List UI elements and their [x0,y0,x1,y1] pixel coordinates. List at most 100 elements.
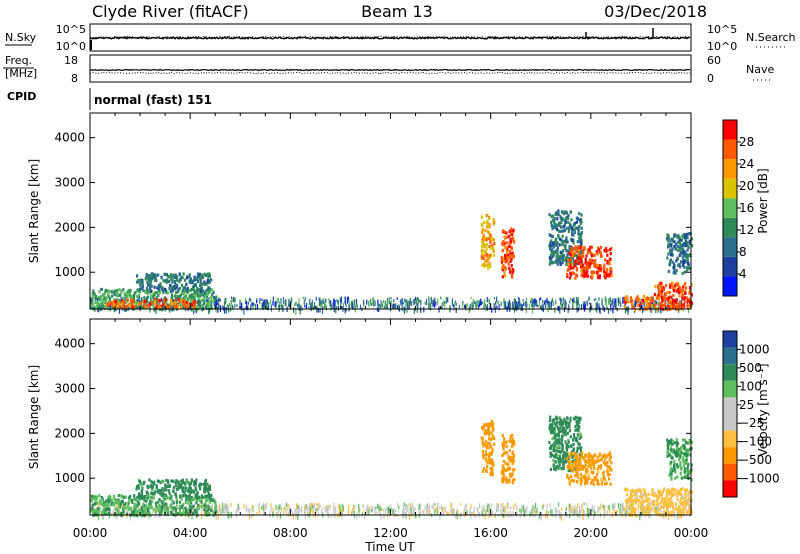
echo-speckle [501,509,503,514]
echo-cell [568,476,571,480]
echo-cell [560,250,563,254]
echo-speckle [619,300,621,305]
echo-speckle [587,513,590,518]
echo-speckle [408,508,410,513]
echo-cell [172,285,175,289]
echo-cell [170,302,173,306]
echo-cell [204,504,207,509]
echo-cell [604,456,607,460]
echo-cell [627,300,630,304]
echo-speckle [607,298,610,305]
echo-cell [104,289,107,293]
echo-speckle [322,300,324,305]
nave-right-tick-top: 60 [707,54,721,67]
echo-cell [151,276,155,280]
echo-cell [188,493,191,498]
echo-speckle [208,297,210,301]
echo-speckle [280,505,282,509]
cpid-value: normal (fast) 151 [94,93,212,107]
echo-cell [510,258,513,262]
echo-speckle [428,303,430,306]
echo-speckle [224,502,226,510]
noise-left-tick-top: 10^5 [56,23,86,36]
echo-cell [560,467,563,471]
echo-speckle [606,510,608,515]
echo-cell [579,478,582,482]
echo-cell [554,468,557,472]
echo-cell [486,442,489,446]
echo-cell [552,430,555,434]
echo-cell [507,454,510,458]
echo-cell [136,305,139,309]
echo-speckle [496,503,498,510]
echo-cell [567,216,570,220]
echo-speckle [218,304,220,310]
noise-sky-label: N.Sky [5,31,37,44]
echo-cell [684,296,687,300]
echo-speckle [636,301,638,305]
echo-speckle [524,510,526,517]
echo-cell [664,302,667,306]
echo-cell [561,422,564,426]
echo-cell [570,474,573,478]
echo-cell [121,299,124,303]
echo-cell [157,488,160,492]
echo-cell [608,262,611,266]
echo-speckle [576,303,578,309]
echo-cell [572,447,576,451]
echo-cell [159,282,162,286]
echo-cell [568,425,571,429]
echo-speckle [525,306,527,314]
echo-cell [668,242,671,246]
echo-cell [675,289,678,293]
echo-cell [589,245,592,249]
echo-cell [108,289,111,293]
echo-cell [579,482,582,486]
echo-cell [150,480,153,484]
echo-speckle [319,504,321,508]
echo-cell [161,501,164,505]
echo-cell [193,296,196,300]
echo-speckle [452,304,454,307]
echo-speckle [497,502,499,506]
echo-cell [570,246,573,250]
echo-speckle [354,505,356,509]
echo-cell [571,257,575,261]
echo-cell [137,298,140,303]
echo-speckle [477,304,479,309]
echo-cell [600,477,603,481]
echo-speckle [405,302,407,307]
echo-cell [563,419,566,423]
echo-cell [487,223,490,227]
echo-cell [590,454,593,458]
echo-speckle [513,306,516,313]
echo-cell [140,306,143,310]
echo-cell [488,437,491,441]
echo-cell [560,460,563,464]
echo-cell [104,507,107,511]
echo-speckle [222,305,224,310]
echo-speckle [243,503,245,509]
echo-speckle [427,508,429,515]
echo-cell [174,507,178,511]
echo-cell [198,302,201,306]
echo-cell [135,498,138,502]
echo-speckle [299,307,301,315]
echo-cell [145,286,149,290]
echo-speckle [613,510,615,514]
echo-cell [188,483,192,487]
echo-cell [677,303,680,307]
echo-speckle [308,505,310,510]
echo-cell [559,417,562,422]
echo-speckle [211,300,213,307]
echo-cell [554,225,557,229]
echo-cell [571,271,574,275]
echo-speckle [359,507,361,512]
echo-cell [160,508,163,512]
echo-speckle [380,513,382,516]
echo-cell [580,262,583,267]
echo-speckle [333,502,335,508]
echo-cell [208,272,211,276]
echo-cell [684,237,687,241]
echo-cell [596,466,599,471]
